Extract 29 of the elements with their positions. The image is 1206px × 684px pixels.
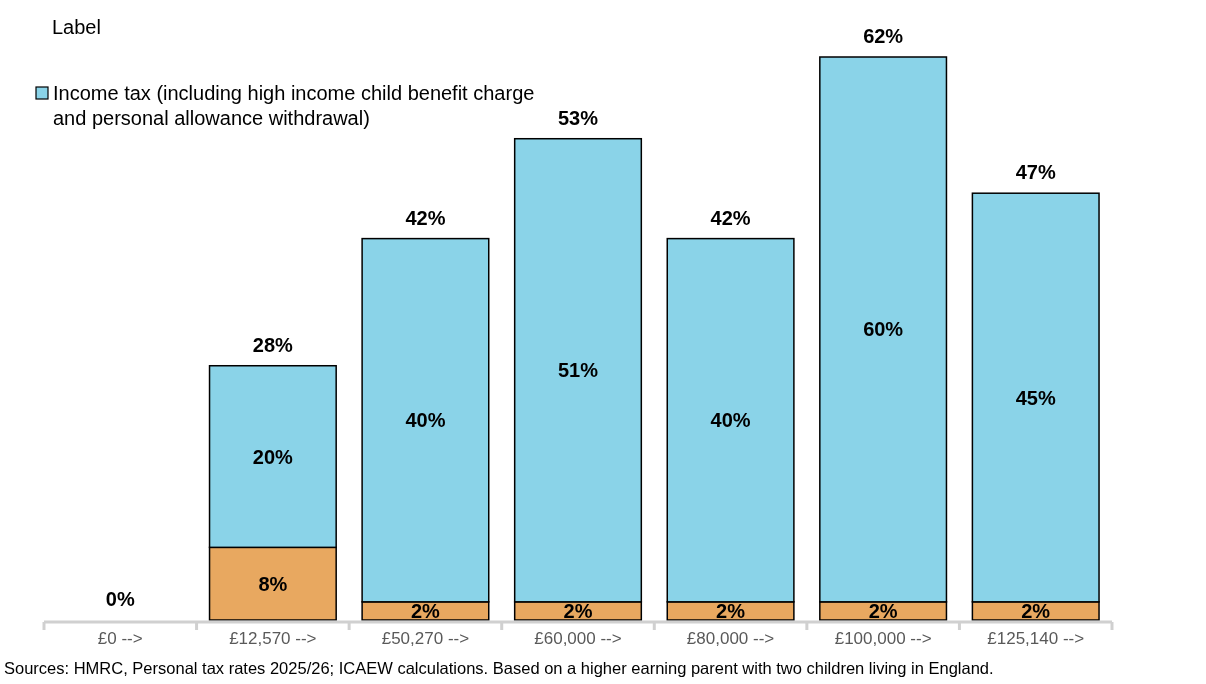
data-label: 40% [405, 409, 446, 432]
data-label: 8% [258, 572, 288, 595]
data-label: 2% [716, 599, 746, 622]
total-label: 62% [863, 25, 904, 47]
data-label: 40% [710, 409, 751, 432]
data-label: 20% [252, 445, 294, 468]
data-label: 45% [1015, 386, 1056, 409]
legend-title: Label [52, 16, 101, 38]
source-note: Sources: HMRC, Personal tax rates 2025/26; ICAEW calculations. Based on a higher earning parent with two children living in England. [4, 659, 994, 677]
data-label: 60% [863, 318, 904, 341]
data-label: 2% [563, 599, 593, 622]
x-tick-label: £80,000 --> [686, 629, 775, 648]
data-label: 2% [410, 599, 441, 622]
x-tick-label: £50,270 --> [381, 629, 470, 648]
data-label: 2% [1021, 599, 1051, 622]
total-label: 42% [405, 206, 446, 229]
legend-label: Income tax (including high income child benefit charge and personal allowance withdrawal) [53, 82, 535, 129]
x-tick-label: £12,570 --> [229, 629, 317, 648]
x-tick-label: £0 --> [97, 629, 143, 648]
total-label: 28% [252, 333, 294, 356]
x-tick-label: £125,140 --> [987, 629, 1085, 648]
data-label: 51% [557, 359, 599, 382]
total-label: 47% [1015, 161, 1056, 184]
data-label: 2% [868, 599, 898, 622]
x-tick-label: £60,000 --> [534, 629, 622, 648]
x-tick-label: £100,000 --> [834, 629, 932, 648]
total-label: 42% [710, 206, 751, 229]
total-label: 0% [105, 588, 135, 610]
total-label: 53% [557, 106, 599, 129]
